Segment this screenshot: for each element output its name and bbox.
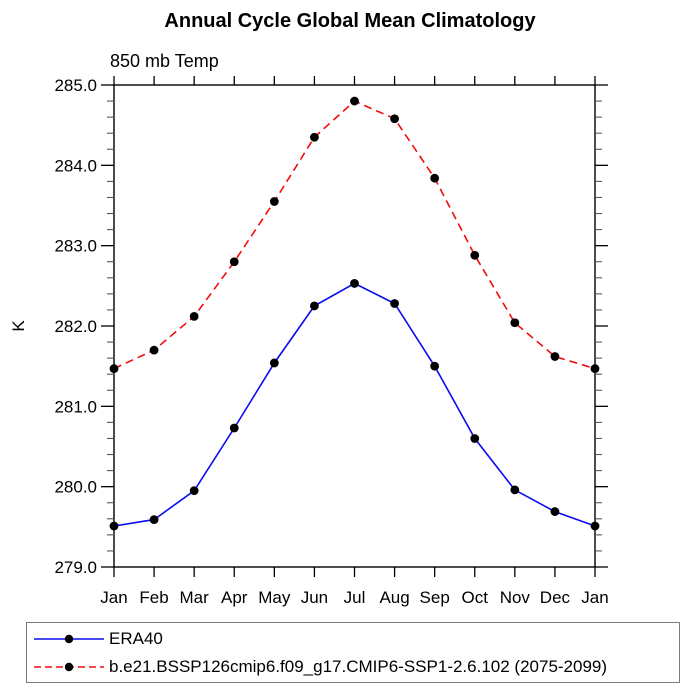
- data-point-marker: [310, 301, 319, 311]
- x-tick-label: Jul: [344, 588, 366, 607]
- data-point-marker: [109, 521, 119, 531]
- legend-sample-marker: [64, 662, 74, 671]
- data-point-marker: [189, 486, 199, 496]
- x-tick-label: May: [258, 588, 291, 607]
- legend-item-era40: ERA40: [32, 625, 679, 653]
- series-line-0: [113, 282, 596, 527]
- data-point-marker: [269, 358, 279, 368]
- y-tick-label: 283.0: [54, 237, 97, 256]
- x-tick-label: Nov: [500, 588, 531, 607]
- data-point-marker: [590, 364, 600, 373]
- legend-line-sample-era40: [34, 634, 104, 643]
- legend-sample-marker: [64, 634, 74, 643]
- y-axis: 279.0 280.0 281.0 282.0 283.0 284.0 285.0: [54, 76, 608, 577]
- x-tick-label: Apr: [221, 588, 248, 607]
- legend-label-era40: ERA40: [109, 628, 163, 648]
- data-point-marker: [590, 521, 600, 531]
- data-point-marker: [229, 257, 239, 267]
- x-tick-label: Jan: [100, 588, 127, 607]
- data-point-marker: [350, 96, 359, 106]
- data-point-marker: [310, 132, 319, 142]
- x-tick-label: Feb: [139, 588, 168, 607]
- x-tick-label: Oct: [462, 588, 489, 607]
- data-point-marker: [470, 434, 480, 443]
- legend-label-model: b.e21.BSSP126cmip6.f09_g17.CMIP6-SSP1-2.…: [109, 656, 608, 676]
- data-point-marker: [430, 173, 440, 183]
- data-point-marker: [430, 361, 440, 371]
- x-tick-label: Jun: [301, 588, 328, 607]
- plot-area: Jan Feb Mar Apr May Jun Jul Aug Sep Oct Nov Dec Jan2…: [9, 76, 609, 607]
- data-point-marker: [510, 485, 520, 495]
- data-point-marker: [390, 299, 399, 308]
- data-point-marker: [390, 114, 399, 124]
- data-point-marker: [550, 507, 560, 516]
- chart-subtitle: 850 mb Temp: [110, 51, 219, 71]
- legend-box: ERA40 b.e21.BSSP126cmip6.f09_g17.CMIP6-S…: [26, 622, 680, 683]
- x-tick-label: Jan: [581, 588, 608, 607]
- chart-title: Annual Cycle Global Mean Climatology: [164, 10, 536, 32]
- data-point-marker: [269, 197, 279, 206]
- x-tick-label: Mar: [180, 588, 210, 607]
- y-tick-label: 279.0: [54, 558, 97, 577]
- y-tick-label: 280.0: [54, 478, 97, 497]
- y-axis-title: K: [9, 320, 28, 332]
- x-tick-label: Dec: [540, 588, 571, 607]
- data-point-marker: [109, 364, 119, 373]
- y-tick-label: 282.0: [54, 317, 97, 336]
- data-point-marker: [510, 318, 520, 328]
- data-point-marker: [350, 279, 359, 288]
- y-tick-label: 281.0: [54, 397, 97, 416]
- data-point-marker: [149, 515, 159, 525]
- data-point-marker: [189, 311, 199, 321]
- legend-line-sample-model: [34, 662, 104, 671]
- data-point-marker: [470, 250, 480, 260]
- x-axis: Jan Feb Mar Apr May Jun Jul Aug Sep Oct Nov Dec Jan: [100, 76, 609, 607]
- x-tick-label: Sep: [420, 588, 450, 607]
- y-tick-label: 284.0: [54, 156, 97, 175]
- data-point-marker: [550, 352, 560, 361]
- series-line-1: [113, 100, 596, 370]
- legend-item-model: b.e21.BSSP126cmip6.f09_g17.CMIP6-SSP1-2.…: [32, 653, 679, 681]
- x-tick-label: Aug: [379, 588, 409, 607]
- data-point-marker: [149, 345, 159, 355]
- y-tick-label: 285.0: [54, 76, 97, 95]
- data-point-marker: [229, 423, 239, 433]
